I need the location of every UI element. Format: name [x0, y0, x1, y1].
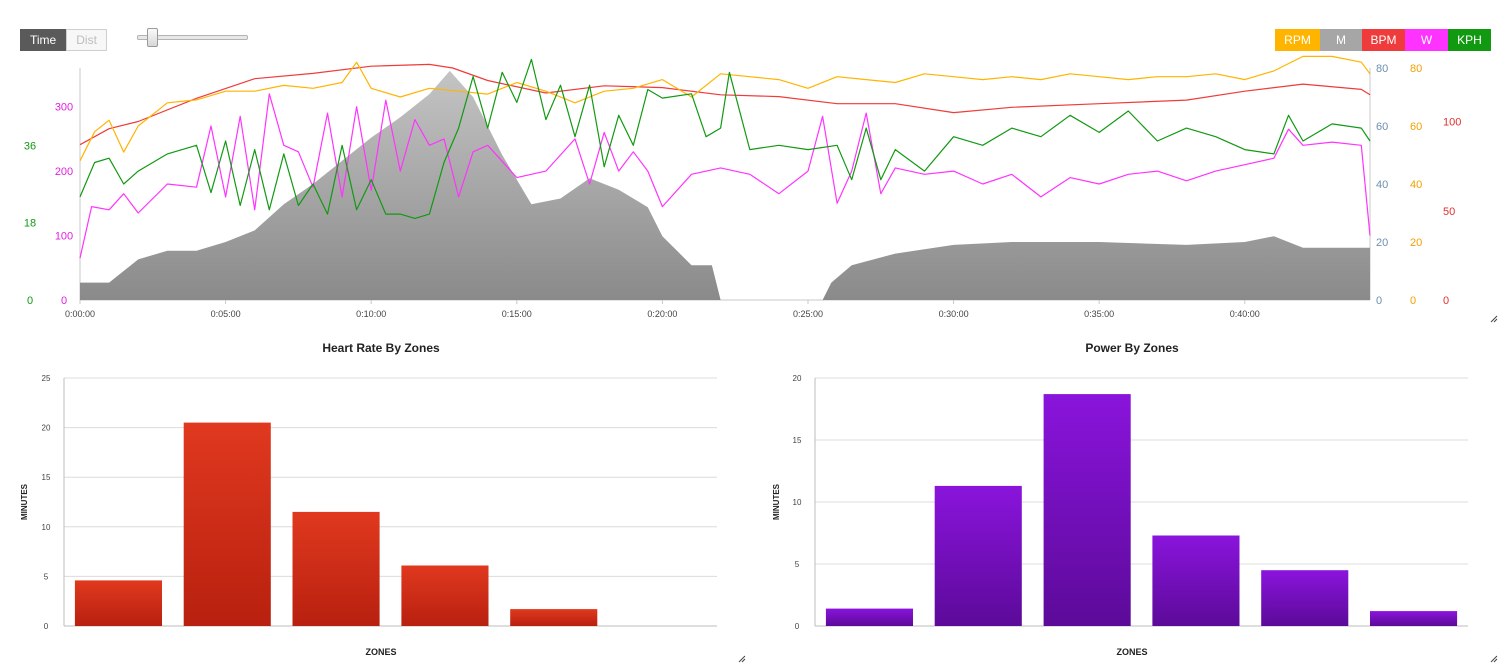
main-chart-kph-tick-label: 18 — [24, 218, 36, 230]
series-w-line — [79, 93, 1371, 259]
main-chart-m-tick-label: 80 — [1376, 63, 1388, 75]
main-chart-x-tick-label: 0:30:00 — [939, 309, 969, 319]
hr-y-tick-label: 25 — [42, 374, 51, 383]
hr-bar — [74, 580, 162, 626]
power-y-tick-label: 10 — [793, 498, 802, 507]
main-chart-x-tick-label: 0:05:00 — [211, 309, 241, 319]
main-chart-x-tick-label: 0:25:00 — [793, 309, 823, 319]
zoom-slider-thumb[interactable] — [147, 28, 158, 47]
main-chart-m-tick-label: 20 — [1376, 237, 1388, 249]
hr-y-tick-label: 5 — [44, 572, 49, 581]
main-chart-rpm-tick-label: 0 — [1410, 295, 1416, 307]
main-chart-w-tick-label: 100 — [55, 231, 73, 243]
series-kph-line — [79, 58, 1371, 219]
main-chart-w-tick-label: 200 — [55, 166, 73, 178]
hr-y-tick-label: 10 — [42, 523, 51, 532]
main-chart-m-tick-label: 60 — [1376, 121, 1388, 133]
legend-bpm-button[interactable]: BPM — [1362, 29, 1405, 51]
power-bar — [1370, 611, 1458, 626]
hr-bar — [183, 422, 271, 626]
main-chart-bpm-tick-label: 100 — [1443, 117, 1461, 129]
main-chart-x-tick-label: 0:40:00 — [1230, 309, 1260, 319]
power-y-tick-label: 20 — [793, 374, 802, 383]
main-chart-rpm-tick-label: 20 — [1410, 237, 1422, 249]
zoom-slider-track[interactable] — [137, 35, 248, 40]
main-chart-w-tick-label: 0 — [61, 295, 67, 307]
series-legend: RPM M BPM W KPH — [1275, 29, 1491, 51]
main-chart-resize-handle[interactable] — [1490, 315, 1498, 323]
power-chart-title: Power By Zones — [1085, 341, 1179, 355]
hr-y-tick-label: 15 — [42, 473, 51, 482]
power-bar — [1152, 535, 1240, 626]
workout-line-chart: 0:00:00 0:05:00 0:10:00 0:15:00 0:20:00 0:25:… — [24, 55, 1461, 319]
hr-y-tick-label: 20 — [42, 424, 51, 433]
power-y-tick-label: 0 — [795, 622, 800, 631]
main-chart-rpm-tick-label: 60 — [1410, 121, 1422, 133]
legend-m-button[interactable]: M — [1320, 29, 1362, 51]
series-rpm-line — [79, 55, 1371, 162]
hr-y-axis-title: MINUTES — [20, 483, 29, 520]
series-m-area — [80, 70, 1370, 301]
main-chart-x-tick-label: 0:15:00 — [502, 309, 532, 319]
zoom-slider[interactable] — [137, 28, 248, 48]
power-bar — [825, 608, 913, 626]
main-chart-x-tick-label: 0:00:00 — [65, 309, 95, 319]
time-button[interactable]: Time — [20, 29, 67, 51]
power-bar — [1261, 570, 1349, 626]
main-chart-x-tick-label: 0:20:00 — [647, 309, 677, 319]
power-chart-resize-handle[interactable] — [1490, 655, 1498, 663]
legend-rpm-button[interactable]: RPM — [1275, 29, 1320, 51]
heart-rate-zones-chart: Heart Rate By Zones 0 5 10 15 20 25 MINUTES ZONE… — [20, 341, 717, 657]
hr-chart-title: Heart Rate By Zones — [322, 341, 440, 355]
power-y-axis-title: MINUTES — [772, 483, 781, 520]
series-bpm-line — [79, 63, 1371, 146]
legend-kph-button[interactable]: KPH — [1448, 29, 1491, 51]
power-x-axis-title: ZONES — [1116, 647, 1147, 657]
main-chart-w-tick-label: 300 — [55, 102, 73, 114]
hr-x-axis-title: ZONES — [365, 647, 396, 657]
power-y-tick-label: 15 — [793, 436, 802, 445]
main-chart-rpm-tick-label: 80 — [1410, 63, 1422, 75]
main-chart-rpm-tick-label: 40 — [1410, 179, 1422, 191]
main-chart-bpm-tick-label: 50 — [1443, 206, 1455, 218]
main-chart-kph-tick-label: 0 — [27, 295, 33, 307]
hr-bar — [292, 511, 380, 626]
mode-toggle: Time Dist — [20, 29, 107, 51]
main-chart-m-tick-label: 0 — [1376, 295, 1382, 307]
power-bar — [1043, 394, 1131, 626]
dist-button[interactable]: Dist — [66, 29, 107, 51]
legend-w-button[interactable]: W — [1405, 29, 1448, 51]
main-chart-m-tick-label: 40 — [1376, 179, 1388, 191]
hr-y-tick-label: 0 — [44, 622, 49, 631]
main-chart-kph-tick-label: 36 — [24, 140, 36, 152]
hr-chart-resize-handle[interactable] — [738, 655, 746, 663]
power-bar — [934, 485, 1022, 626]
hr-bar — [510, 609, 598, 626]
hr-bar — [401, 565, 489, 626]
main-chart-bpm-tick-label: 0 — [1443, 295, 1449, 307]
main-chart-x-tick-label: 0:10:00 — [356, 309, 386, 319]
main-chart-x-tick-label: 0:35:00 — [1084, 309, 1114, 319]
power-y-tick-label: 5 — [795, 560, 800, 569]
